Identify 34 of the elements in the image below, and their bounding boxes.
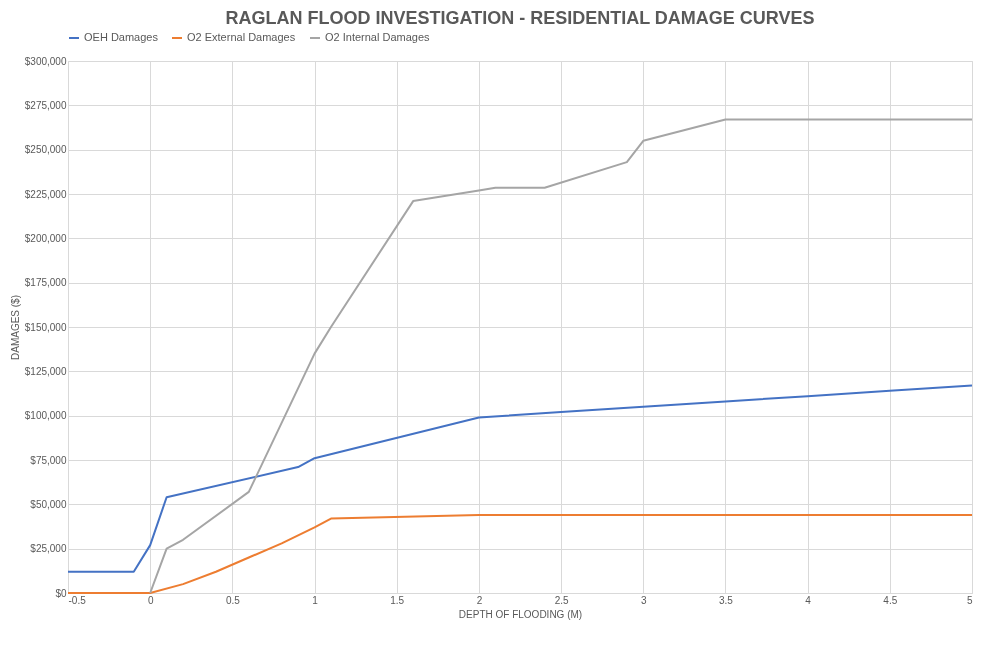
- x-tick-label: 1.5: [390, 594, 405, 606]
- x-axis-title: DEPTH OF FLOODING (M): [458, 608, 583, 620]
- x-tick-label: 0.5: [225, 594, 241, 606]
- line-series: [67, 384, 973, 573]
- x-tick-label: 0: [147, 594, 154, 606]
- x-tick-label: 2.5: [554, 594, 569, 606]
- x-tick-label: 3: [640, 594, 647, 606]
- x-tick-label: 4.5: [883, 594, 898, 606]
- y-tick-label: $225,000: [24, 188, 67, 200]
- y-tick-label: $275,000: [24, 99, 67, 111]
- y-tick-label: $175,000: [24, 277, 67, 289]
- y-tick-label: $250,000: [24, 144, 67, 156]
- x-tick-label: 1: [312, 594, 319, 606]
- y-tick-label: $0: [55, 587, 67, 599]
- x-tick-label: 5: [966, 594, 973, 606]
- y-tick-label: $150,000: [24, 321, 67, 333]
- legend-label: O2 Internal Damages: [325, 31, 431, 43]
- x-tick-label: 2: [476, 594, 483, 606]
- x-tick-label: -0.5: [68, 594, 87, 606]
- y-tick-label: $200,000: [24, 232, 67, 244]
- x-tick-label: 3.5: [719, 594, 734, 606]
- legend-label: O2 External Damages: [187, 31, 296, 43]
- y-tick-label: $125,000: [24, 365, 67, 377]
- legend-label: OEH Damages: [84, 31, 159, 43]
- y-tick-label: $300,000: [24, 55, 67, 67]
- line-series: [149, 118, 973, 594]
- chart-title: RAGLAN FLOOD INVESTIGATION - RESIDENTIAL DAMAGE CURVES: [225, 8, 815, 28]
- y-tick-label: $25,000: [30, 543, 67, 555]
- x-tick-label: 4: [805, 594, 812, 606]
- line-series: [67, 513, 973, 594]
- y-tick-label: $100,000: [24, 410, 67, 422]
- y-tick-label: $50,000: [30, 498, 67, 510]
- y-tick-label: $75,000: [30, 454, 67, 466]
- y-axis-title: DAMAGES ($): [9, 294, 21, 361]
